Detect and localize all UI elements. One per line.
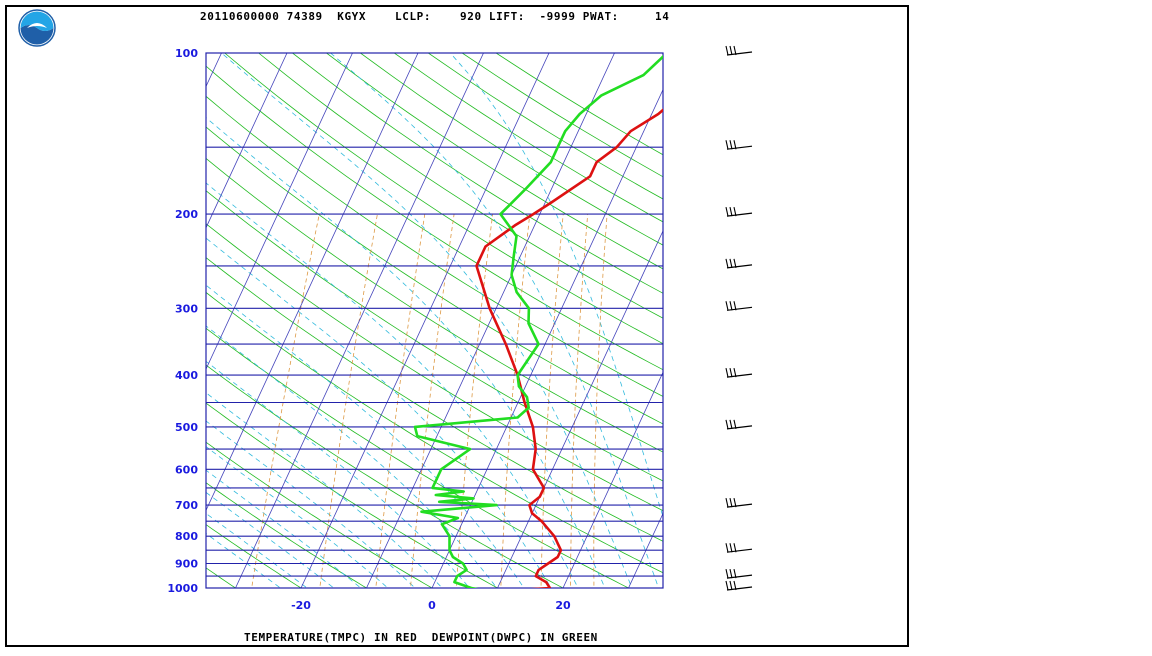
wind-barb [725,206,753,217]
wind-barb [725,301,753,311]
dry-adiabat-line [206,190,663,482]
dry-adiabat-line [461,53,663,178]
moist-adiabat-line [206,182,579,588]
dry-adiabat-line [206,291,663,574]
wind-barb [725,258,753,269]
moist-adiabat-line [221,53,633,588]
isotherm-line [300,53,550,588]
moist-adiabat-line [206,117,606,588]
moist-adiabat-line [206,533,282,588]
pressure-tick-label: 400 [175,369,198,382]
isotherm-line [628,512,663,588]
dry-adiabat-line [0,29,45,593]
moist-adiabat-line [206,284,525,588]
isotherm-line [206,53,353,370]
chart-footer: TEMPERATURE(TMPC) IN RED DEWPOINT(DWPC) … [244,631,598,644]
moist-adiabat-line [330,53,660,588]
isotherm-line [235,53,484,588]
isotherm-line [0,53,91,588]
temperature-tick-label: 0 [428,599,436,612]
mixing-ratio-line [455,214,494,588]
mixing-ratio-line [375,214,426,588]
pressure-tick-label: 800 [175,530,198,543]
dry-adiabat-line [206,364,564,588]
moist-adiabat-line [449,53,663,519]
wind-barb [725,568,753,579]
isotherm-line [562,371,663,588]
pressure-tick-label: 700 [175,499,198,512]
dry-adiabat-line [206,402,499,588]
pressure-tick-label: 500 [175,421,198,434]
mixing-ratio-line [410,214,455,588]
wind-barb [725,497,753,508]
wind-barb [725,580,753,591]
dry-adiabat-line [206,223,663,512]
moist-adiabat-line [206,237,552,588]
dry-adiabat-line [206,95,663,397]
dry-adiabat-line [0,29,177,593]
mixing-ratio-line [593,214,608,588]
dry-adiabat-line [495,53,663,156]
temperature-tick-label: 20 [555,599,571,612]
wind-barb [725,419,753,430]
pressure-tick-label: 900 [175,558,198,571]
isotherm-line [0,53,156,588]
mixing-ratio-line [540,214,564,588]
isotherm-line [760,53,1008,588]
sounding-frame [5,5,909,647]
background-grid [0,29,1008,593]
dry-adiabat-line [257,53,663,319]
dry-adiabat-line [325,53,663,270]
dry-adiabat-line [206,327,630,588]
wind-barbs [725,45,753,591]
wind-barb [725,543,753,553]
dry-adiabat-line [206,441,433,588]
noaa-logo-icon [18,9,56,47]
isotherm-line [694,53,942,588]
isotherm-line [206,53,288,229]
dry-adiabat-line [206,482,368,588]
dry-adiabat-line [0,29,111,593]
temperature-series-line [475,108,663,588]
dry-adiabat-line [206,524,302,588]
dewpoint-series-line [413,54,663,588]
moist-adiabat-line [206,420,416,588]
isotherm-line [206,53,419,512]
pressure-tick-label: 1000 [167,582,198,595]
mixing-ratio-line [251,214,320,588]
pressure-tick-label: 600 [175,463,198,476]
mixing-ratio-line [570,214,589,588]
pressure-tick-label: 200 [175,208,198,221]
sounding-header: 20110600000 74389 KGYX LCLP: 920 LIFT: -… [200,10,670,23]
wind-barb [725,45,753,56]
moist-adiabat-line [206,325,498,588]
isotherm-line [497,230,663,588]
moist-adiabat-line [206,392,443,588]
plot-border [205,52,664,589]
dry-adiabat-line [206,157,663,453]
dry-adiabat-line [206,126,663,425]
wind-barb [725,140,753,150]
moist-adiabat-line [206,512,308,588]
dry-adiabat-line [206,65,663,371]
pressure-tick-label: 300 [175,302,198,315]
pressure-tick-label: 100 [175,47,198,60]
mixing-ratio-line [319,214,378,588]
temperature-tick-label: -20 [291,599,311,612]
dry-adiabat-line [224,53,663,345]
dry-adiabat-line [427,53,663,200]
mixing-ratio-line [500,214,531,588]
moist-adiabat-line [206,360,471,588]
dry-adiabat-line [291,53,663,294]
isotherm-line [0,53,25,588]
moist-adiabat-line [206,446,389,588]
isotherm-line [366,53,615,588]
wind-barb [725,367,753,378]
